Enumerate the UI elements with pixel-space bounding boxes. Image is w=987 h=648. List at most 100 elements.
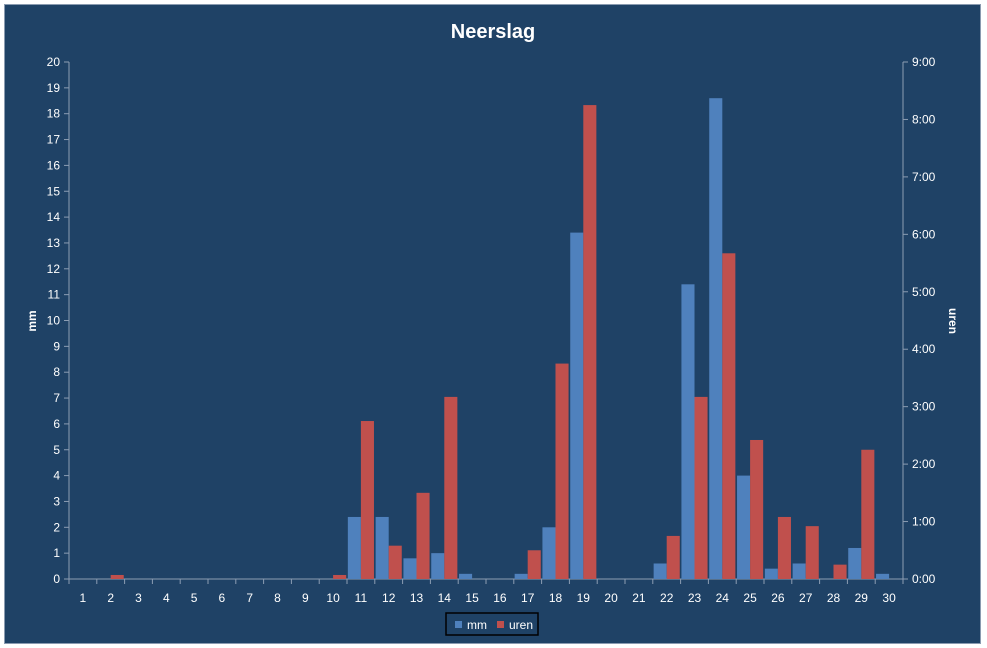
x-tick-label: 30: [882, 591, 896, 605]
bar-mm-29: [848, 547, 862, 579]
bar-uren-14: [444, 396, 458, 579]
x-tick-label: 8: [274, 591, 281, 605]
x-tick-label: 2: [107, 591, 114, 605]
x-tick-label: 21: [632, 591, 646, 605]
y-tick-label: 6: [53, 417, 60, 431]
legend-label-mm: mm: [467, 618, 487, 632]
bar-uren-18: [555, 363, 569, 579]
y2-tick-label: 1:00: [912, 515, 936, 529]
bar-uren-19: [583, 105, 597, 579]
chart-svg: Neerslag mm uren 01234567891011121314151…: [25, 21, 960, 636]
legend-swatch-mm: [455, 621, 462, 628]
bar-uren-29: [861, 449, 875, 579]
x-tick-label: 24: [716, 591, 730, 605]
bar-mm-23: [681, 284, 695, 579]
bar-uren-28: [833, 564, 847, 579]
x-tick-label: 28: [827, 591, 841, 605]
y-tick-label: 7: [53, 391, 60, 405]
x-tick-label: 18: [549, 591, 563, 605]
x-tick-label: 3: [135, 591, 142, 605]
bar-uren-25: [750, 439, 764, 579]
bar-uren-26: [777, 516, 791, 579]
bar-mm-13: [403, 558, 417, 579]
x-tick-label: 17: [521, 591, 535, 605]
bar-mm-30: [876, 573, 890, 579]
y-tick-label: 14: [47, 210, 61, 224]
y-tick-label: 16: [47, 158, 61, 172]
y-tick-label: 19: [47, 81, 61, 95]
y-tick-label: 13: [47, 236, 61, 250]
bar-mm-18: [542, 527, 556, 579]
y-tick-label: 3: [53, 494, 60, 508]
x-tick-label: 29: [855, 591, 869, 605]
bar-uren-13: [416, 492, 430, 579]
bars: [110, 98, 890, 580]
bar-uren-10: [333, 574, 347, 579]
bar-uren-12: [388, 545, 402, 579]
x-tick-label: 6: [219, 591, 226, 605]
x-tick-label: 20: [604, 591, 618, 605]
bar-mm-27: [792, 563, 806, 579]
chart-frame: Neerslag mm uren 0 1 2 3 4 5 6 7 8 9 10 11 12 13 14 15 1…: [4, 4, 981, 644]
y-tick-label: 17: [47, 133, 61, 147]
y-tick-label: 4: [53, 469, 60, 483]
bar-mm-26: [764, 568, 778, 579]
x-tick-label: 14: [438, 591, 452, 605]
x-tick-label: 10: [326, 591, 340, 605]
bar-mm-22: [653, 563, 667, 579]
y2-tick-label: 6:00: [912, 227, 936, 241]
y2-tick-label: 3:00: [912, 400, 936, 414]
x-tick-label: 25: [743, 591, 757, 605]
tick-labels: 012345678910111213141516171819200:001:00…: [47, 55, 936, 605]
bar-uren-2: [110, 574, 124, 579]
chart-title: Neerslag: [451, 21, 536, 43]
y-tick-label: 0: [53, 572, 60, 586]
y-tick-label: 10: [47, 314, 61, 328]
legend: mm uren: [445, 612, 539, 636]
bar-mm-15: [459, 573, 473, 579]
x-tick-label: 12: [382, 591, 396, 605]
x-tick-label: 7: [246, 591, 253, 605]
y2-tick-label: 4:00: [912, 342, 936, 356]
x-tick-label: 19: [577, 591, 591, 605]
bar-uren-23: [694, 396, 708, 579]
y-tick-label: 20: [47, 55, 61, 69]
y2-tick-label: 2:00: [912, 457, 936, 471]
y2-tick-label: 7:00: [912, 170, 936, 184]
bar-mm-11: [347, 516, 361, 579]
x-tick-label: 23: [688, 591, 702, 605]
bar-uren-24: [722, 253, 736, 580]
x-tick-label: 26: [771, 591, 785, 605]
bar-mm-19: [570, 232, 584, 580]
y2-tick-label: 0:00: [912, 572, 936, 586]
x-tick-label: 11: [355, 591, 368, 605]
legend-swatch-uren: [497, 621, 504, 628]
bar-uren-17: [527, 550, 541, 579]
y-tick-label: 12: [47, 262, 61, 276]
y-tick-label: 5: [53, 443, 60, 457]
x-tick-label: 16: [493, 591, 507, 605]
y2-tick-label: 5:00: [912, 285, 936, 299]
legend-label-uren: uren: [509, 618, 533, 632]
legend-box: [445, 612, 539, 636]
x-tick-label: 27: [799, 591, 813, 605]
x-tick-label: 13: [410, 591, 424, 605]
bar-uren-27: [805, 526, 819, 579]
y-tick-label: 9: [53, 339, 60, 353]
bar-mm-25: [737, 475, 751, 579]
bar-mm-17: [514, 573, 528, 579]
y2-axis-title: uren: [946, 308, 960, 334]
x-tick-label: 15: [465, 591, 479, 605]
y-tick-label: 1: [53, 546, 60, 560]
x-tick-label: 1: [80, 591, 87, 605]
x-tick-label: 9: [302, 591, 309, 605]
axes: [64, 61, 908, 584]
bar-mm-14: [431, 553, 445, 579]
y-tick-label: 11: [48, 288, 61, 302]
y-tick-label: 8: [53, 365, 60, 379]
y-tick-label: 18: [47, 107, 61, 121]
bar-uren-22: [666, 535, 680, 579]
x-tick-label: 5: [191, 591, 198, 605]
bar-mm-24: [709, 98, 723, 579]
y-axis-title: mm: [25, 310, 39, 331]
